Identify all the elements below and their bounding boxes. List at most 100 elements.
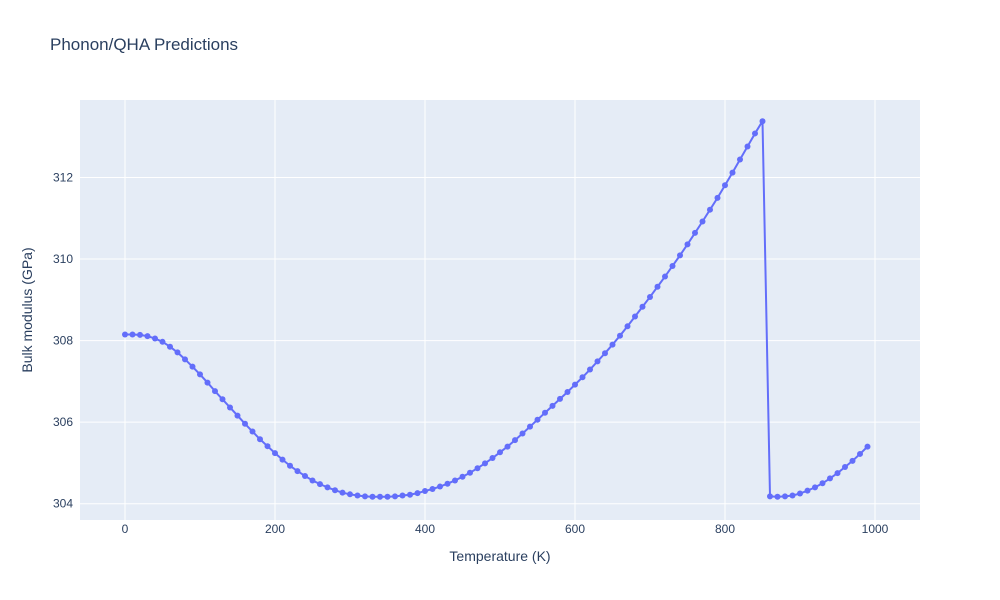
data-point[interactable] [834, 470, 841, 477]
data-point[interactable] [842, 463, 848, 470]
data-point[interactable] [339, 489, 346, 496]
data-point[interactable] [609, 341, 616, 348]
data-point[interactable] [137, 331, 143, 338]
data-point[interactable] [159, 338, 166, 345]
data-point[interactable] [812, 484, 818, 491]
data-point[interactable] [189, 363, 196, 370]
data-point[interactable] [714, 194, 721, 201]
data-point[interactable] [504, 443, 511, 450]
data-point[interactable] [654, 283, 661, 290]
data-point[interactable] [152, 335, 158, 342]
data-point[interactable] [827, 475, 833, 482]
data-point[interactable] [264, 443, 271, 450]
data-point[interactable] [647, 293, 653, 300]
data-point[interactable] [512, 437, 518, 444]
data-point[interactable] [467, 469, 473, 476]
data-point[interactable] [617, 332, 623, 339]
data-point[interactable] [257, 436, 263, 443]
data-point[interactable] [234, 412, 241, 419]
data-point[interactable] [144, 333, 151, 340]
data-point[interactable] [482, 460, 488, 467]
data-point[interactable] [774, 493, 781, 500]
data-point[interactable] [242, 420, 248, 427]
data-point[interactable] [639, 303, 646, 310]
data-point[interactable] [819, 480, 826, 487]
data-point[interactable] [317, 481, 323, 488]
data-point[interactable] [369, 493, 376, 500]
data-point[interactable] [197, 371, 203, 378]
data-point[interactable] [767, 493, 773, 500]
data-point[interactable] [227, 404, 233, 411]
data-point[interactable] [414, 490, 421, 497]
data-point[interactable] [347, 491, 353, 498]
data-point[interactable] [737, 156, 743, 163]
data-point[interactable] [632, 313, 638, 320]
data-point[interactable] [797, 490, 803, 497]
data-point[interactable] [122, 331, 128, 338]
data-point[interactable] [557, 395, 563, 402]
data-point[interactable] [249, 428, 256, 435]
data-point[interactable] [564, 388, 571, 395]
data-point[interactable] [362, 493, 368, 500]
data-point[interactable] [624, 323, 631, 330]
data-point[interactable] [849, 457, 856, 464]
data-point[interactable] [294, 468, 301, 475]
data-point[interactable] [804, 487, 811, 494]
data-point[interactable] [309, 477, 316, 484]
data-point[interactable] [129, 331, 136, 338]
data-point[interactable] [744, 143, 751, 150]
data-point[interactable] [287, 462, 293, 469]
data-point[interactable] [707, 206, 713, 213]
data-point[interactable] [332, 487, 338, 494]
data-point[interactable] [302, 472, 308, 479]
data-point[interactable] [452, 477, 458, 484]
data-point[interactable] [759, 118, 766, 125]
data-point[interactable] [669, 262, 676, 269]
data-point[interactable] [789, 492, 796, 499]
data-point[interactable] [204, 379, 211, 386]
data-point[interactable] [429, 486, 436, 493]
data-point[interactable] [579, 374, 586, 381]
data-point[interactable] [857, 450, 863, 457]
data-point[interactable] [272, 450, 278, 457]
data-point[interactable] [662, 273, 668, 280]
data-point[interactable] [677, 252, 683, 259]
data-point[interactable] [519, 430, 526, 437]
data-point[interactable] [692, 229, 698, 236]
data-point[interactable] [587, 366, 593, 373]
data-point[interactable] [572, 381, 578, 388]
data-point[interactable] [459, 473, 466, 480]
data-point[interactable] [422, 488, 428, 495]
data-point[interactable] [594, 358, 601, 365]
data-point[interactable] [722, 182, 728, 189]
data-point[interactable] [212, 388, 218, 395]
data-point[interactable] [399, 492, 406, 499]
data-point[interactable] [377, 493, 383, 500]
data-point[interactable] [782, 493, 788, 500]
data-point[interactable] [167, 343, 173, 350]
data-point[interactable] [384, 493, 391, 500]
data-point[interactable] [279, 456, 286, 463]
data-point[interactable] [684, 241, 691, 248]
data-point[interactable] [602, 350, 608, 357]
data-point[interactable] [407, 491, 413, 498]
series-layer[interactable] [122, 118, 871, 500]
data-point[interactable] [542, 409, 548, 416]
data-point[interactable] [752, 130, 758, 137]
data-point[interactable] [219, 396, 226, 403]
data-point[interactable] [489, 455, 496, 462]
data-point[interactable] [437, 483, 443, 490]
data-point[interactable] [534, 416, 541, 423]
data-point[interactable] [324, 484, 331, 491]
data-point[interactable] [354, 492, 361, 499]
data-point[interactable] [392, 493, 398, 500]
data-point[interactable] [699, 218, 706, 225]
data-point[interactable] [474, 465, 481, 472]
data-point[interactable] [497, 449, 503, 456]
data-point[interactable] [182, 356, 188, 363]
data-point[interactable] [444, 480, 451, 487]
data-point[interactable] [549, 402, 556, 409]
data-point[interactable] [729, 169, 736, 176]
data-point[interactable] [527, 423, 533, 430]
data-point[interactable] [174, 349, 181, 356]
